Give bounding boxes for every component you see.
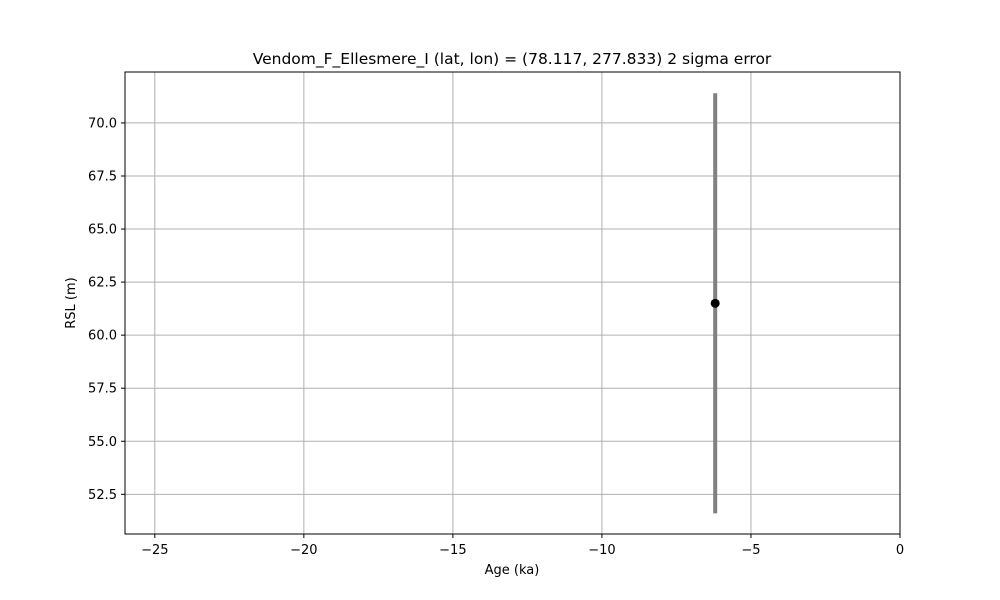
chart-title: Vendom_F_Ellesmere_I (lat, lon) = (78.11… <box>253 50 772 69</box>
grid-lines <box>125 72 901 534</box>
y-tick-label: 70.0 <box>88 116 117 131</box>
y-tick-label: 60.0 <box>88 329 117 344</box>
data-point <box>710 298 720 308</box>
data-points <box>710 298 720 308</box>
y-axis-label: RSL (m) <box>64 277 79 328</box>
y-tick-label: 52.5 <box>88 488 117 503</box>
y-axis-ticks: 52.5 55.0 57.5 60.0 62.5 65.0 67.5 70.0 <box>88 116 125 503</box>
y-tick-label: 62.5 <box>88 276 117 291</box>
x-tick-label: 0 <box>896 543 904 558</box>
x-axis-label: Age (ka) <box>485 563 540 578</box>
y-tick-label: 55.0 <box>88 435 117 450</box>
plot-frame <box>124 71 901 535</box>
y-tick-label: 57.5 <box>88 382 117 397</box>
x-tick-label: −20 <box>290 543 317 558</box>
x-tick-label: −5 <box>741 543 760 558</box>
x-tick-label: −15 <box>439 543 466 558</box>
y-tick-label: 65.0 <box>88 223 117 238</box>
x-tick-label: −25 <box>141 543 168 558</box>
x-tick-label: −10 <box>588 543 615 558</box>
y-tick-label: 67.5 <box>88 169 117 184</box>
x-axis-ticks: −25 −20 −15 −10 −5 0 <box>141 534 904 558</box>
